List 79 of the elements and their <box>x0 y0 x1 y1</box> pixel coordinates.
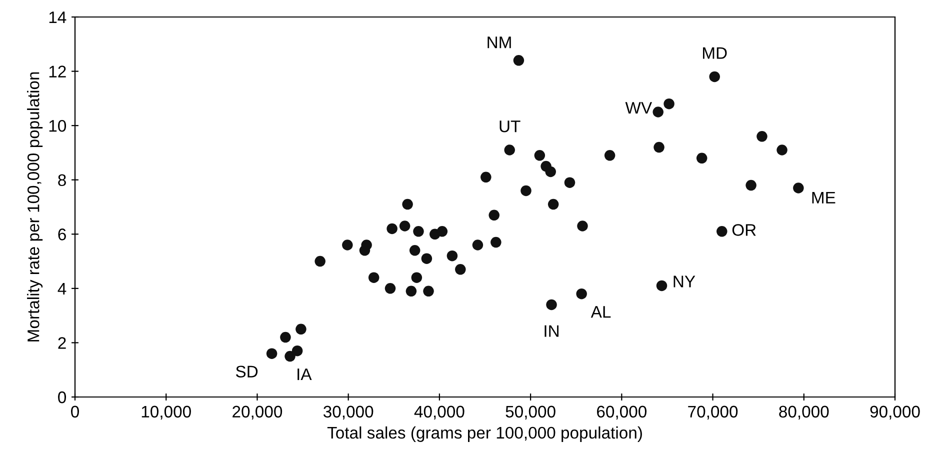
point <box>359 245 370 256</box>
point <box>421 253 432 264</box>
point <box>716 226 728 237</box>
y-tick-label: 12 <box>49 66 66 78</box>
point <box>292 345 303 356</box>
point <box>399 220 410 232</box>
point <box>402 198 413 210</box>
annotation: IA <box>298 368 312 380</box>
point <box>413 226 424 237</box>
annotation: NY <box>674 276 696 288</box>
point <box>446 250 458 262</box>
point <box>520 185 532 196</box>
point <box>284 350 296 362</box>
point <box>342 240 353 250</box>
point <box>576 288 587 300</box>
point <box>577 220 588 232</box>
point <box>652 106 664 118</box>
point <box>709 71 720 82</box>
annotation: UT <box>500 120 520 132</box>
point <box>409 245 420 256</box>
x-axis-title: Total sales (grams per 100,000 population) <box>327 426 642 442</box>
point <box>488 210 500 221</box>
point <box>546 299 557 310</box>
point <box>746 180 756 191</box>
x-tick-label: 70,000 <box>688 406 738 420</box>
point <box>296 324 306 335</box>
y-tick-label: 2 <box>58 337 66 349</box>
y-tick-label: 0 <box>58 391 66 404</box>
x-tick-label: 0 <box>71 406 79 418</box>
x-tick-label: 20,000 <box>232 406 282 420</box>
point <box>776 144 788 156</box>
y-tick-label: 10 <box>49 120 66 132</box>
y-tick-label: 8 <box>58 174 66 186</box>
point <box>664 98 674 110</box>
y-axis-title: Mortality rate per 100,000 population <box>27 72 43 342</box>
point <box>656 280 668 292</box>
point <box>406 286 417 297</box>
point <box>280 332 291 343</box>
point <box>436 226 448 237</box>
point <box>314 256 326 267</box>
point <box>513 55 524 66</box>
point <box>504 144 515 156</box>
x-tick-label: 50,000 <box>506 406 556 420</box>
annotation: WV <box>625 102 652 114</box>
point <box>548 198 559 210</box>
point <box>472 240 484 250</box>
x-tick-label: 60,000 <box>597 406 647 420</box>
x-tick-label: 10,000 <box>142 406 191 420</box>
x-tick-label: 40,000 <box>414 406 464 420</box>
annotation: SD <box>236 366 258 378</box>
point <box>266 348 278 359</box>
y-tick-label: 4 <box>58 283 66 294</box>
point <box>455 264 466 275</box>
x-tick-label: 80,000 <box>779 406 829 420</box>
point <box>423 286 434 297</box>
point <box>545 166 556 178</box>
annotation: ME <box>812 192 836 204</box>
y-tick-label: 14 <box>49 12 66 24</box>
point <box>411 272 422 283</box>
point <box>480 172 492 183</box>
annotation: AL <box>590 306 611 318</box>
point <box>756 131 768 142</box>
annotation: OR <box>732 224 756 236</box>
point <box>534 150 546 161</box>
point <box>564 177 576 188</box>
annotation: NM <box>488 36 511 48</box>
point <box>793 182 804 194</box>
point <box>384 283 396 294</box>
annotation: IN <box>544 325 558 337</box>
point <box>490 236 502 248</box>
x-tick-label: 30,000 <box>323 406 374 420</box>
point <box>386 223 398 234</box>
point <box>604 150 616 161</box>
point <box>654 142 664 153</box>
annotation: MD <box>703 47 727 59</box>
point <box>368 272 380 283</box>
point <box>696 152 708 164</box>
y-tick-label: 6 <box>58 228 66 240</box>
x-tick-label: 90,000 <box>870 406 920 420</box>
